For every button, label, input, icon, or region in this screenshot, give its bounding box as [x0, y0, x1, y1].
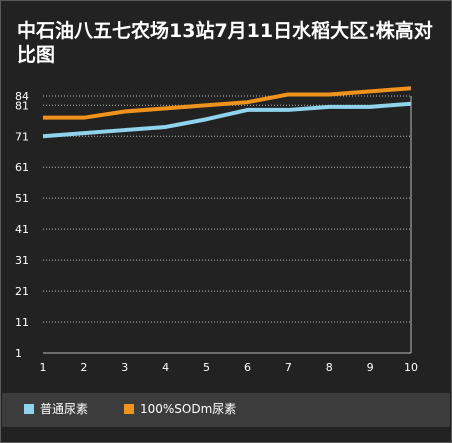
x-tick-label: 3: [121, 361, 128, 374]
x-tick-label: 6: [244, 361, 251, 374]
legend-swatch-series-2: [124, 404, 134, 414]
x-tick-label: 1: [40, 361, 47, 374]
legend-label-series-1: 普通尿素: [40, 402, 89, 416]
series-line-1: [42, 101, 412, 139]
y-tick-label: 21: [15, 285, 29, 298]
legend-label-series-2: 100%SODm尿素: [140, 402, 237, 416]
y-tick-label: 1: [15, 347, 22, 360]
grid-layer: [43, 95, 412, 354]
y-tick-label: 51: [15, 192, 29, 205]
x-tick-label: 9: [367, 361, 374, 374]
y-tick-label: 81: [15, 99, 29, 112]
legend-swatch-series-1: [24, 404, 34, 414]
series-line-2: [43, 86, 412, 120]
y-tick-label: 41: [15, 223, 29, 236]
y-tick-label: 11: [15, 316, 29, 329]
y-tick-label: 61: [15, 161, 29, 174]
x-tick-label: 2: [80, 361, 87, 374]
x-tick-label: 5: [203, 361, 210, 374]
x-tick-label: 4: [162, 361, 169, 374]
y-tick-label: 71: [15, 130, 29, 143]
y-tick-label: 31: [15, 254, 29, 267]
x-tick-label: 7: [285, 361, 292, 374]
legend: 普通尿素 100%SODm尿素: [2, 393, 450, 427]
series-layer: [42, 86, 412, 139]
x-tick-label: 8: [326, 361, 333, 374]
chart-title: 中石油八五七农场13站7月11日水稻大区:株高对比图: [17, 20, 433, 66]
y-tick-label: 84: [15, 90, 29, 103]
x-axis-ticks: 1 2 3 4 5 6 7 8 9 10: [40, 361, 419, 374]
x-tick-label: 10: [404, 361, 418, 374]
